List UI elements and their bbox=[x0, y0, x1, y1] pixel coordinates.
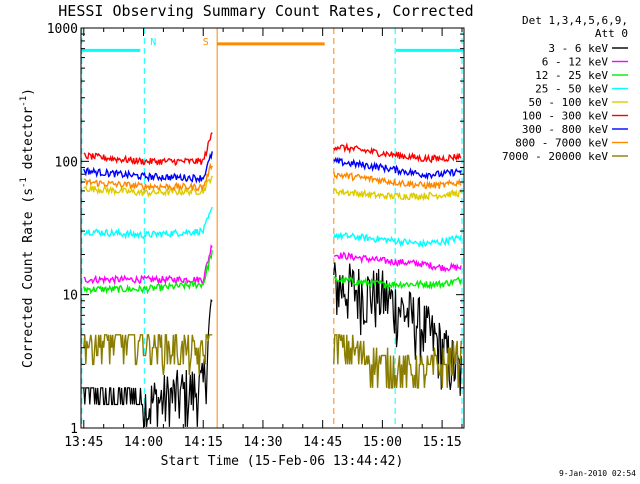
legend-label-7: 300 - 800 keV bbox=[522, 123, 608, 136]
y-axis-label-pre: Corrected Count Rate (s bbox=[21, 188, 36, 368]
y-tick-label: 1000 bbox=[47, 22, 78, 37]
legend-label-6: 100 - 300 keV bbox=[522, 110, 608, 123]
series-line-5 bbox=[83, 175, 462, 202]
legend-header-line: Att 0 bbox=[595, 27, 628, 40]
legend-label-1: 3 - 6 keV bbox=[548, 42, 608, 55]
timestamp: 9-Jan-2010 02:54 bbox=[559, 469, 636, 478]
series-line-1 bbox=[83, 262, 462, 428]
x-tick-label: 14:00 bbox=[124, 435, 163, 450]
x-axis-label: Start Time (15-Feb-06 13:44:42) bbox=[161, 454, 404, 469]
y-axis-label: Corrected Count Rate (s-1 detector-1) bbox=[19, 88, 36, 368]
legend-label-9: 7000 - 20000 keV bbox=[502, 150, 608, 163]
y-tick-label: 1 bbox=[70, 422, 78, 437]
x-tick-label: 14:45 bbox=[303, 435, 342, 450]
series-line-7 bbox=[83, 151, 462, 184]
chart-title: HESSI Observing Summary Count Rates, Cor… bbox=[58, 2, 473, 20]
x-tick-label: 14:15 bbox=[184, 435, 223, 450]
legend-label-3: 12 - 25 keV bbox=[535, 69, 608, 82]
series-line-3 bbox=[83, 250, 462, 295]
legend-label-4: 25 - 50 keV bbox=[535, 83, 608, 96]
series-line-6 bbox=[83, 132, 462, 167]
x-tick-label: 15:15 bbox=[423, 435, 462, 450]
x-tick-label: 14:30 bbox=[243, 435, 282, 450]
y-tick-label: 10 bbox=[62, 289, 78, 304]
annotation-label-s: S bbox=[203, 37, 209, 48]
y-axis-label-exp2: -1 bbox=[19, 96, 29, 107]
x-tick-label: 13:45 bbox=[64, 435, 103, 450]
series-line-9 bbox=[83, 334, 462, 389]
y-axis-label-exp1: -1 bbox=[19, 177, 29, 188]
plot-frame bbox=[80, 27, 465, 429]
legend-header-line: Det 1,3,4,5,6,9, bbox=[522, 14, 628, 27]
series-line-8 bbox=[83, 162, 462, 192]
x-tick-label: 15:00 bbox=[363, 435, 402, 450]
series-layer bbox=[83, 132, 462, 428]
series-line-2 bbox=[83, 244, 462, 286]
y-axis-label-mid: detector bbox=[21, 107, 36, 178]
legend-label-8: 800 - 7000 keV bbox=[515, 137, 608, 150]
legend-label-5: 50 - 100 keV bbox=[529, 96, 609, 109]
y-axis-label-post: ) bbox=[21, 88, 36, 96]
annotation-label-n: N bbox=[150, 37, 156, 48]
legend-label-2: 6 - 12 keV bbox=[542, 56, 609, 69]
ticks-layer: 13:45 14:00 14:15 14:30 14:45 15:00 15:15 1 10 10… bbox=[47, 22, 464, 450]
y-tick-label: 100 bbox=[55, 155, 78, 170]
series-line-4 bbox=[83, 206, 462, 248]
